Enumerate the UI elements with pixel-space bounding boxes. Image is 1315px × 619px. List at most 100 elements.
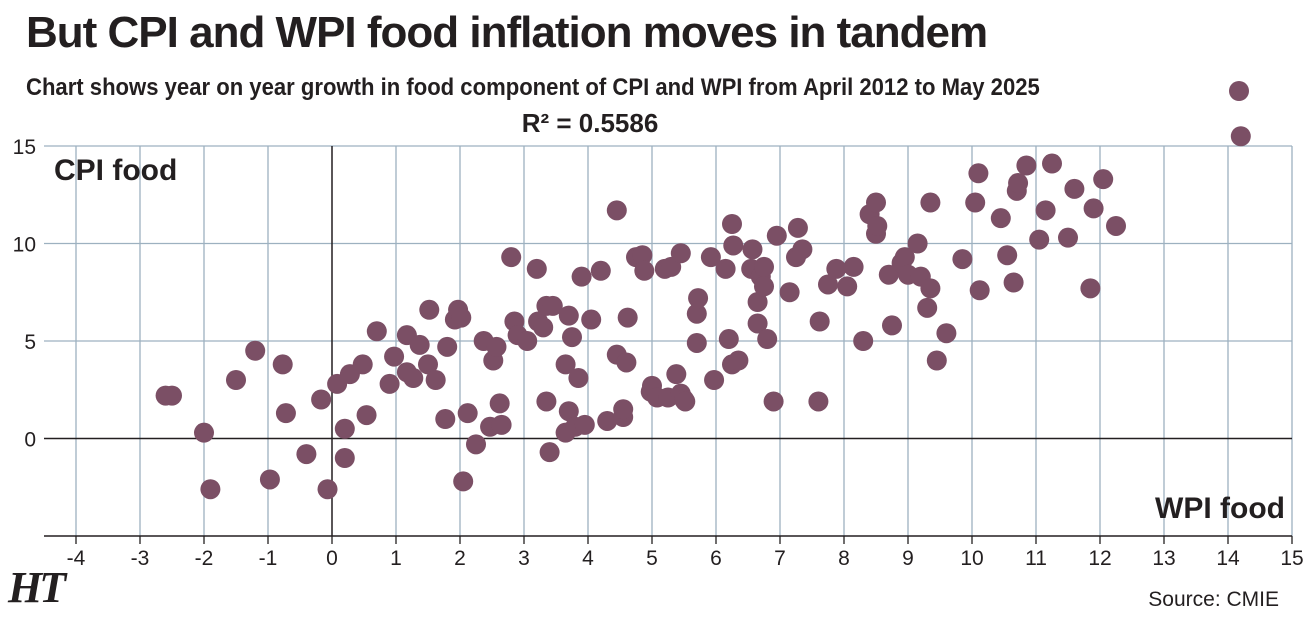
data-point — [675, 391, 696, 412]
data-point — [568, 368, 589, 389]
data-point — [866, 192, 886, 213]
data-point — [837, 276, 858, 297]
data-point — [437, 336, 458, 357]
data-point — [574, 414, 595, 435]
x-tick-label: 12 — [1088, 547, 1111, 570]
data-point — [920, 278, 941, 299]
data-point — [1093, 169, 1114, 190]
y-axis-label: CPI food — [54, 154, 177, 187]
data-point — [356, 405, 377, 426]
data-point — [384, 346, 405, 367]
data-point — [581, 309, 602, 330]
data-point — [317, 479, 338, 500]
data-point — [555, 354, 576, 375]
x-tick-label: 5 — [646, 547, 658, 570]
data-points — [155, 81, 1251, 500]
data-point — [451, 307, 472, 328]
data-point — [853, 331, 874, 351]
data-point — [466, 434, 486, 455]
data-point — [754, 276, 774, 297]
x-tick-label: 2 — [454, 547, 466, 570]
data-point — [968, 163, 989, 184]
data-point — [613, 399, 634, 420]
data-point — [486, 336, 507, 357]
data-point — [425, 370, 446, 390]
data-point — [491, 414, 512, 435]
data-point — [200, 479, 221, 500]
data-point — [533, 317, 554, 338]
data-point — [990, 208, 1011, 229]
data-point — [501, 247, 522, 268]
data-point — [704, 370, 725, 390]
data-point — [379, 373, 400, 394]
y-tick-label: 0 — [24, 429, 36, 452]
data-point — [715, 258, 736, 279]
chart-subtitle: Chart shows year on year growth in food … — [26, 74, 1040, 101]
data-point — [1035, 200, 1056, 221]
data-point — [1106, 215, 1126, 236]
x-tick-label: -1 — [259, 547, 278, 570]
data-point — [1042, 153, 1062, 174]
data-point — [634, 260, 655, 281]
data-point — [809, 311, 830, 332]
x-tick-label: 14 — [1216, 547, 1240, 570]
data-point — [826, 258, 847, 279]
marker-dot — [1229, 81, 1249, 101]
data-point — [435, 409, 456, 429]
data-point — [722, 214, 742, 234]
data-point — [718, 329, 739, 350]
data-point — [686, 332, 707, 353]
grid — [44, 145, 1293, 536]
y-tick-label: 10 — [13, 234, 36, 257]
data-point — [867, 215, 888, 236]
data-point — [742, 239, 763, 260]
data-point — [632, 245, 653, 266]
x-tick-label: 8 — [838, 547, 850, 570]
data-point — [818, 274, 838, 295]
data-point — [728, 350, 749, 371]
data-point — [1080, 278, 1101, 299]
data-point — [936, 323, 957, 344]
data-point — [688, 288, 709, 309]
data-point — [1008, 173, 1029, 194]
data-point — [418, 354, 438, 375]
data-point — [747, 313, 768, 334]
x-tick-label: 7 — [774, 547, 786, 570]
x-tick-label: 1 — [390, 547, 402, 570]
data-point — [747, 292, 768, 312]
data-point — [526, 258, 547, 279]
data-point — [590, 260, 611, 281]
data-point — [723, 235, 744, 256]
data-point — [757, 329, 778, 350]
data-point — [606, 200, 627, 221]
data-point — [882, 315, 902, 336]
data-point — [155, 385, 176, 406]
data-point — [763, 391, 784, 412]
data-point — [878, 264, 899, 285]
data-point — [1230, 126, 1251, 147]
data-point — [226, 370, 246, 390]
data-point — [245, 340, 266, 361]
data-point — [597, 410, 618, 431]
data-point — [969, 280, 990, 301]
data-point — [296, 444, 317, 465]
data-point — [779, 282, 800, 303]
data-point — [792, 239, 813, 260]
data-point — [1029, 229, 1050, 250]
data-point — [808, 391, 829, 412]
data-point — [894, 247, 915, 268]
data-point — [666, 364, 687, 385]
data-point — [419, 299, 440, 320]
data-point — [907, 233, 928, 254]
data-point — [542, 295, 563, 316]
x-tick-label: -4 — [67, 547, 86, 570]
data-point — [334, 418, 355, 439]
data-point — [670, 243, 691, 264]
data-point — [700, 247, 721, 268]
data-point — [272, 354, 293, 375]
chart-title: But CPI and WPI food inflation moves in … — [26, 8, 988, 57]
data-point — [617, 307, 638, 328]
x-tick-label: -2 — [195, 547, 214, 570]
x-tick-label: 11 — [1025, 547, 1047, 570]
